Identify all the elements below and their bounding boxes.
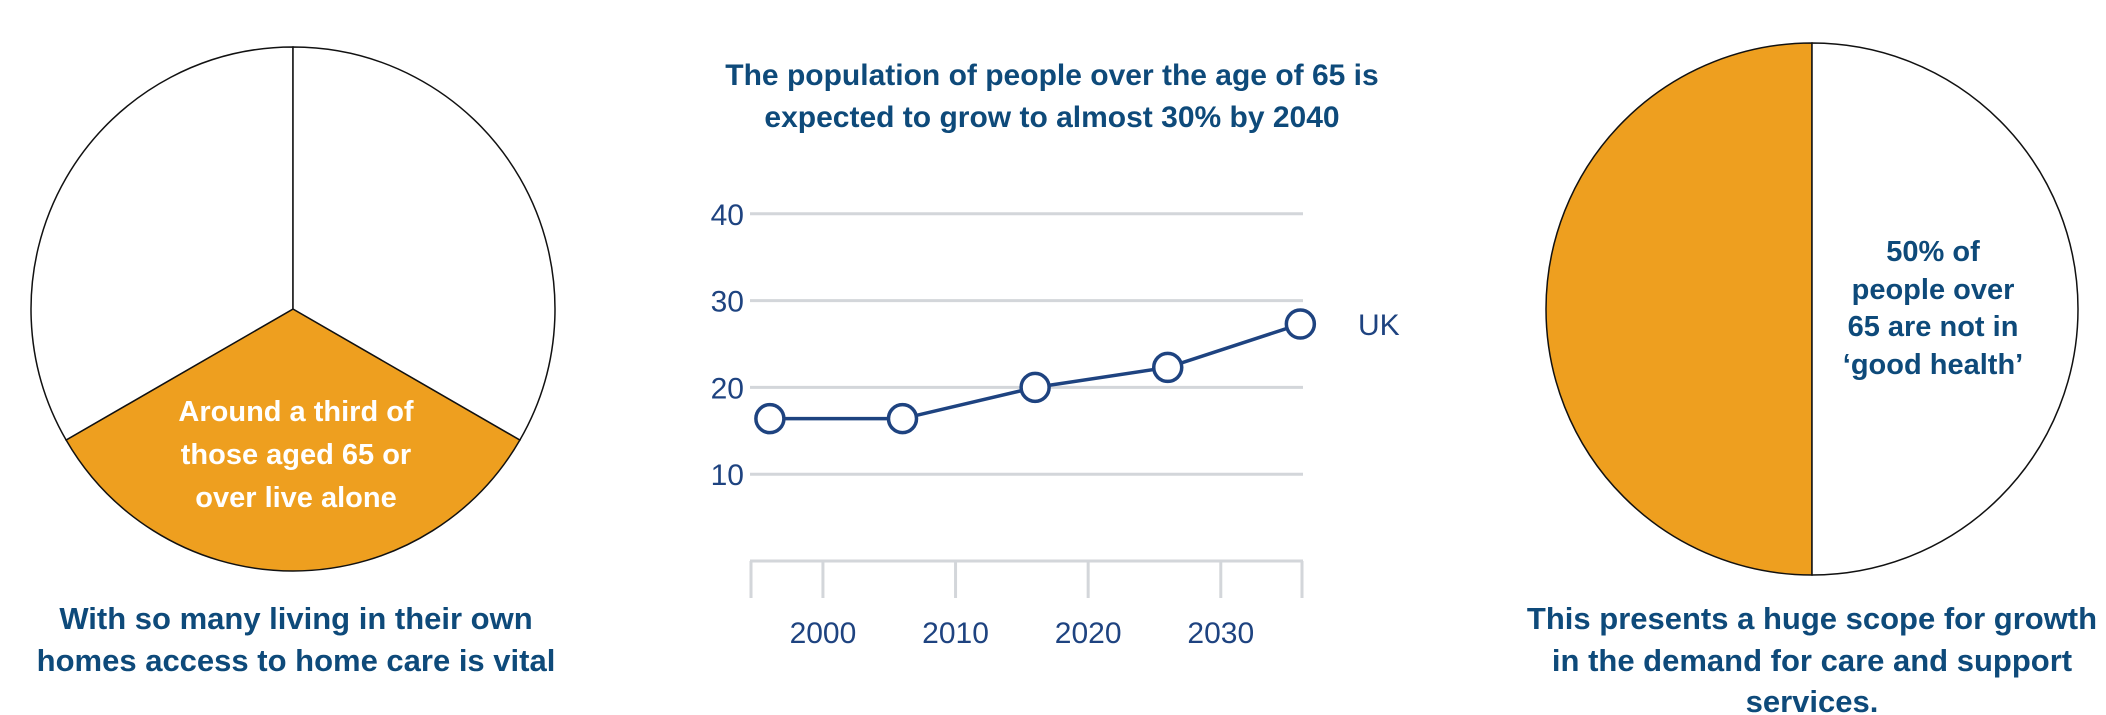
line-chart-series: [754, 308, 1317, 435]
left-pie-annotation-line-1: Around a third of: [178, 396, 414, 428]
living-alone-pie: [30, 46, 556, 572]
data-point-1996: [754, 402, 786, 435]
series-line-uk: [769, 322, 1301, 421]
right-pie-annotation-line-2: people over: [1852, 274, 2015, 306]
right-pie-annotation-line-1: 50% of: [1886, 236, 1980, 268]
left-pie-annotation-line-3: over live alone: [195, 482, 397, 514]
good-health-pie: [1545, 42, 2079, 576]
x-tick-label-2020: 2020: [1055, 617, 1122, 650]
series-label-uk: UK: [1358, 309, 1400, 342]
right-pie-annotation-line-3: 65 are not in: [1848, 311, 2019, 343]
y-tick-label-30: 30: [711, 286, 744, 319]
x-tick-label-2010: 2010: [922, 617, 989, 650]
pie-slice-1: [30, 46, 294, 442]
line-chart-title-line-2: expected to grow to almost 30% by 2040: [764, 101, 1339, 134]
pie-slice-0: [1545, 42, 1813, 576]
x-tick-label-2000: 2000: [790, 617, 857, 650]
y-tick-label-10: 10: [711, 459, 744, 492]
right-caption-line-3: services.: [1746, 684, 1879, 715]
pie-slice-2: [292, 46, 556, 442]
data-point-2036: [1284, 308, 1317, 340]
data-point-2026: [1151, 351, 1184, 384]
right-caption-line-1: This presents a huge scope for growth: [1527, 601, 2097, 636]
right-pie-annotation-line-4: ‘good health’: [1843, 349, 2023, 381]
line-chart-y-axis: 10 20 30 40: [711, 199, 744, 492]
x-tick-label-2030: 2030: [1187, 617, 1254, 650]
data-point-2006: [886, 402, 919, 435]
y-tick-label-40: 40: [711, 199, 744, 232]
line-chart-x-axis: 2000 2010 2020 2030: [749, 559, 1304, 650]
line-chart-gridlines: [750, 212, 1303, 476]
pie-slice-0: [65, 308, 521, 572]
line-chart-title-line-1: The population of people over the age of…: [725, 59, 1378, 92]
left-caption-line-2: homes access to home care is vital: [37, 643, 556, 678]
y-tick-label-20: 20: [711, 372, 744, 405]
pie-slice-1: [1811, 42, 2079, 576]
left-pie-annotation-line-2: those aged 65 or: [181, 439, 411, 471]
left-caption-line-1: With so many living in their own: [59, 601, 532, 636]
data-point-2016: [1019, 371, 1051, 404]
right-caption-line-2: in the demand for care and support: [1552, 643, 2072, 678]
